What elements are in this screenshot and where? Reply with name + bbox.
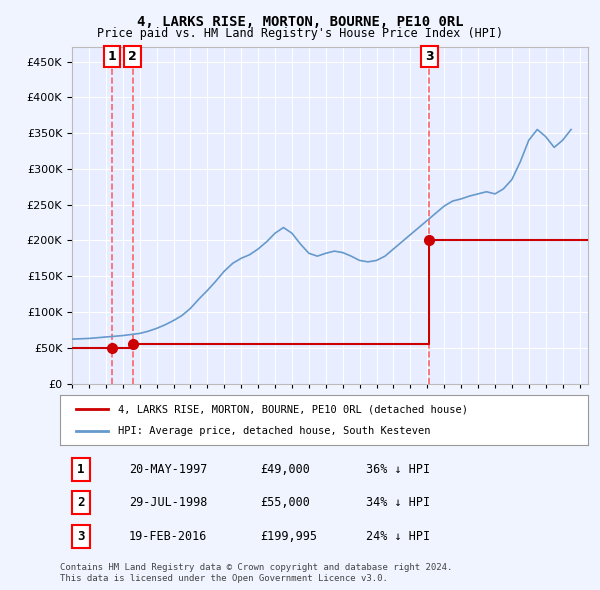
Text: 3: 3 [425, 50, 434, 63]
Text: 24% ↓ HPI: 24% ↓ HPI [366, 529, 430, 543]
Text: £49,000: £49,000 [260, 463, 311, 477]
Text: Price paid vs. HM Land Registry's House Price Index (HPI): Price paid vs. HM Land Registry's House … [97, 27, 503, 40]
Text: 1: 1 [77, 463, 85, 477]
Text: 4, LARKS RISE, MORTON, BOURNE, PE10 0RL (detached house): 4, LARKS RISE, MORTON, BOURNE, PE10 0RL … [118, 404, 468, 414]
Text: 2: 2 [128, 50, 137, 63]
Text: £55,000: £55,000 [260, 496, 311, 510]
Text: 3: 3 [77, 529, 85, 543]
Text: 29-JUL-1998: 29-JUL-1998 [128, 496, 207, 510]
Text: Contains HM Land Registry data © Crown copyright and database right 2024.
This d: Contains HM Land Registry data © Crown c… [60, 563, 452, 583]
Text: 2: 2 [77, 496, 85, 510]
Text: £199,995: £199,995 [260, 529, 317, 543]
Text: HPI: Average price, detached house, South Kesteven: HPI: Average price, detached house, Sout… [118, 427, 431, 437]
Text: 4, LARKS RISE, MORTON, BOURNE, PE10 0RL: 4, LARKS RISE, MORTON, BOURNE, PE10 0RL [137, 15, 463, 29]
Text: 1: 1 [108, 50, 116, 63]
Text: 19-FEB-2016: 19-FEB-2016 [128, 529, 207, 543]
Text: 36% ↓ HPI: 36% ↓ HPI [366, 463, 430, 477]
Text: 20-MAY-1997: 20-MAY-1997 [128, 463, 207, 477]
Text: 34% ↓ HPI: 34% ↓ HPI [366, 496, 430, 510]
